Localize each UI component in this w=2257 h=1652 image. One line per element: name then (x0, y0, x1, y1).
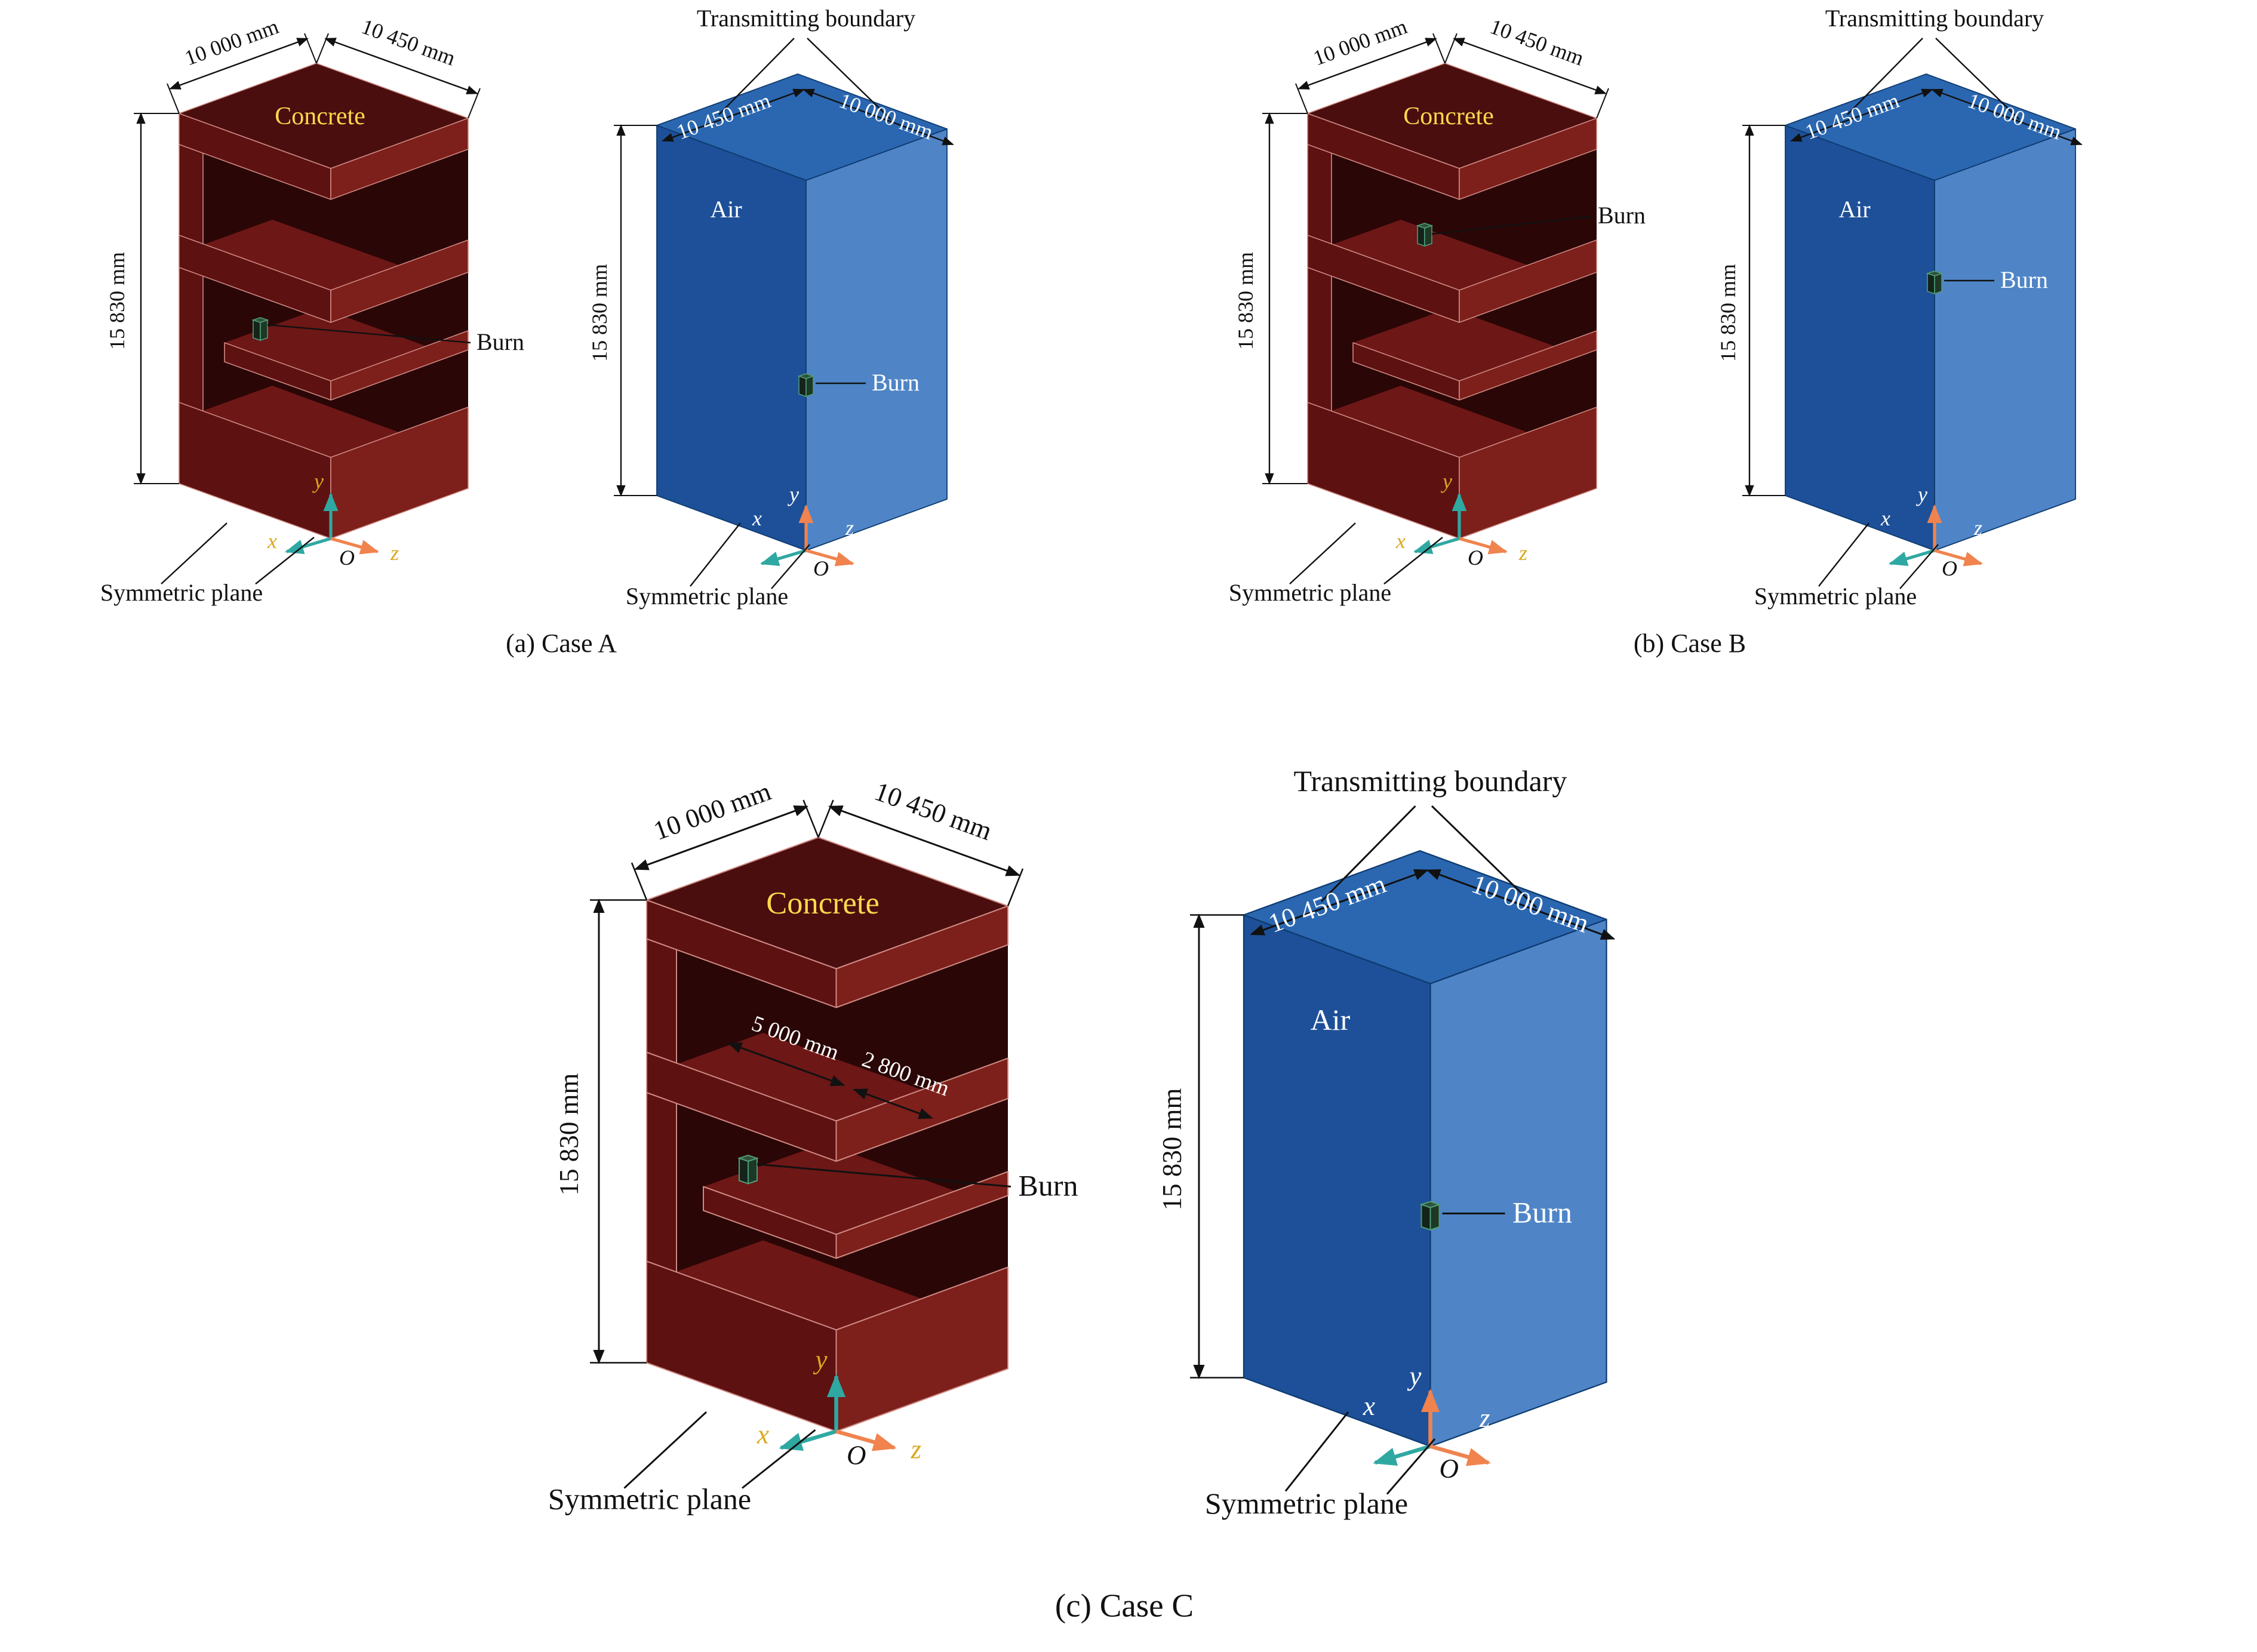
axis-x-label: x (267, 529, 277, 553)
dim-depth-label: 10 000 mm (650, 776, 775, 846)
transmitting-boundary-label: Transmitting boundary (697, 5, 915, 32)
air-label: Air (710, 196, 742, 223)
origin-label: O (813, 556, 829, 580)
axis-y-label: y (1916, 482, 1927, 506)
dim-height-label: 15 830 mm (1157, 1088, 1187, 1210)
burn-leader (757, 1163, 1011, 1188)
dim-depth-label: 10 000 mm (182, 14, 282, 70)
dim-width-label: 10 450 mm (871, 776, 996, 846)
dim-width-label: 10 450 mm (1487, 14, 1587, 70)
dim-height-label: 15 830 mm (588, 264, 611, 362)
symmetric-plane-label: Symmetric plane (1754, 583, 1917, 610)
axis-z-label: z (1518, 541, 1527, 565)
concrete-label: Concrete (1403, 103, 1494, 130)
burn-box (1420, 1201, 1440, 1230)
axis-x-label: x (1880, 506, 1890, 530)
origin-label: O (1942, 556, 1957, 580)
symmetric-plane-label: Symmetric plane (626, 583, 788, 610)
axis-z-label: z (845, 516, 854, 540)
case-caption: (c) Case C (1055, 1588, 1194, 1624)
dim-height-label: 15 830 mm (554, 1073, 584, 1195)
origin-label: O (1468, 546, 1483, 570)
case-caption: (a) Case A (506, 629, 617, 658)
symmetric-plane-label: Symmetric plane (1205, 1487, 1408, 1520)
axis-y-label: y (312, 469, 324, 493)
axis-z-label: z (911, 1435, 922, 1465)
burn-box (798, 373, 814, 397)
axis-x-label: x (1395, 529, 1406, 553)
case-c: 10 000 mm 10 450 mm 15 830 mm Concrete 5… (548, 764, 1614, 1624)
axis-x-label: x (757, 1420, 769, 1450)
case-b: 10 000 mm 10 450 mm 15 830 mm Concrete B… (1229, 5, 2081, 658)
burn-label: Burn (476, 328, 524, 355)
burn-box (1927, 270, 1942, 294)
axis-y-label: y (1441, 469, 1452, 493)
slab-span-dimensions (727, 1042, 933, 1119)
case-c-air-model: Transmitting boundary 10 450 mm 10 000 m… (1157, 764, 1614, 1520)
burn-label: Burn (1019, 1169, 1078, 1202)
axis-y-label: y (788, 482, 799, 506)
burn-box (739, 1155, 758, 1185)
axis-y-label: y (1407, 1361, 1422, 1391)
burn-leader (267, 324, 471, 344)
dim-height-label: 15 830 mm (1716, 264, 1740, 362)
burn-box (253, 317, 268, 341)
origin-label: O (1440, 1454, 1459, 1484)
axis-z-label: z (390, 541, 399, 565)
burn-leader (1431, 215, 1592, 235)
air-label: Air (1838, 196, 1870, 223)
concrete-label: Concrete (275, 103, 365, 130)
case-a-concrete-model: 10 000 mm 10 450 mm 15 830 mm Concrete B… (100, 14, 524, 606)
case-b-air-model: Transmitting boundary 10 450 mm 10 000 m… (1716, 5, 2081, 610)
burn-label: Burn (1512, 1196, 1572, 1229)
dim-height-label: 15 830 mm (105, 252, 129, 350)
transmitting-boundary-label: Transmitting boundary (1825, 5, 2044, 32)
origin-label: O (339, 546, 355, 570)
axis-z-label: z (1479, 1403, 1490, 1433)
concrete-label: Concrete (766, 886, 880, 921)
dim-depth-label: 10 000 mm (1310, 14, 1410, 70)
symmetric-plane-label: Symmetric plane (548, 1482, 751, 1516)
dim-height-label: 15 830 mm (1234, 252, 1257, 350)
case-a: 10 000 mm 10 450 mm 15 830 mm Concrete B… (100, 5, 953, 658)
axis-x-label: x (752, 506, 762, 530)
air-label: Air (1311, 1003, 1351, 1036)
burn-label: Burn (1598, 202, 1646, 229)
burn-label: Burn (2000, 266, 2048, 293)
case-caption: (b) Case B (1634, 629, 1746, 658)
transmitting-boundary-label: Transmitting boundary (1294, 764, 1567, 798)
axis-z-label: z (1973, 516, 1982, 540)
symmetric-plane-label: Symmetric plane (1229, 579, 1391, 606)
axis-y-label: y (813, 1345, 828, 1375)
origin-label: O (847, 1441, 866, 1471)
axis-x-label: x (1363, 1391, 1375, 1421)
case-c-concrete-model: 10 000 mm 10 450 mm 15 830 mm Concrete 5… (548, 776, 1078, 1516)
dim-width-label: 10 450 mm (358, 14, 459, 70)
symmetric-plane-label: Symmetric plane (100, 579, 263, 606)
burn-box (1417, 223, 1432, 247)
burn-label: Burn (872, 369, 920, 396)
case-b-concrete-model: 10 000 mm 10 450 mm 15 830 mm Concrete B… (1229, 14, 1646, 606)
case-a-air-model: Transmitting boundary 10 450 mm 10 000 m… (588, 5, 953, 610)
